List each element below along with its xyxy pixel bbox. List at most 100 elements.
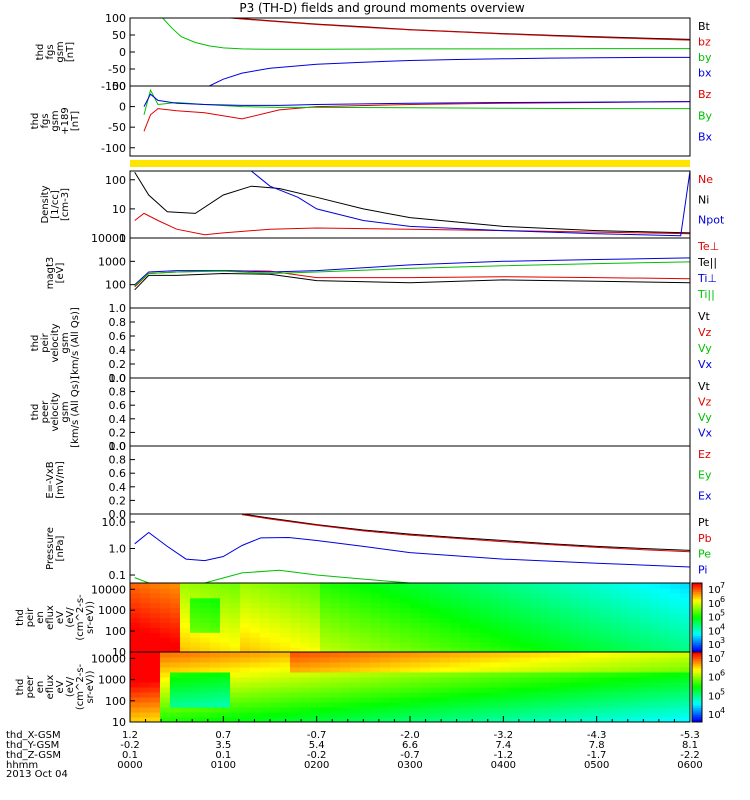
heatmap-cell xyxy=(550,607,561,614)
heatmap-cell xyxy=(460,687,471,693)
heatmap-cell xyxy=(620,587,631,594)
heatmap-cell xyxy=(530,702,541,708)
heatmap-cell xyxy=(590,637,601,643)
heatmap-cell xyxy=(630,583,641,589)
heatmap-cell xyxy=(510,647,521,652)
heatmap-cell xyxy=(480,632,491,638)
series-line-Bt xyxy=(227,18,690,40)
heatmap-cell xyxy=(410,617,421,623)
heatmap-cell xyxy=(160,622,171,628)
heatmap-cell xyxy=(280,637,291,643)
y-label-line: thd xyxy=(30,113,41,130)
heatmap-cell xyxy=(510,602,521,609)
heatmap-cell xyxy=(310,602,321,609)
heatmap-cell xyxy=(340,632,351,638)
heatmap-cell xyxy=(670,627,681,633)
heatmap-cell xyxy=(420,667,431,673)
heatmap-cell xyxy=(360,627,371,633)
heatmap-cell xyxy=(200,672,211,678)
heatmap-cell xyxy=(230,692,241,698)
heatmap-cell xyxy=(570,707,581,713)
heatmap-cell xyxy=(280,592,291,599)
heatmap-cell xyxy=(260,697,271,703)
heatmap-cell xyxy=(300,667,311,673)
legend: Te⊥Te||Ti⊥Ti|| xyxy=(697,240,719,301)
heatmap-cell xyxy=(550,642,561,648)
heatmap-cell xyxy=(520,692,531,698)
heatmap-cell xyxy=(600,677,611,683)
heatmap-cell xyxy=(460,597,471,604)
heatmap-cell xyxy=(380,707,391,713)
heatmap-cell xyxy=(370,672,381,678)
heatmap-cell xyxy=(200,712,211,718)
heatmap-cell xyxy=(510,697,521,703)
colorbar-cell xyxy=(692,712,702,716)
heatmap-cell xyxy=(240,647,251,652)
heatmap-cell xyxy=(510,632,521,638)
y-tick-label: 0.0 xyxy=(109,440,127,453)
heatmap-cell xyxy=(590,612,601,618)
heatmap-cell xyxy=(490,672,501,678)
heatmap-cell xyxy=(260,587,271,594)
heatmap-cell xyxy=(260,627,271,633)
heatmap-cell xyxy=(240,667,251,673)
heatmap-cell xyxy=(260,667,271,673)
heatmap-cell xyxy=(280,612,291,618)
heatmap-cell xyxy=(290,687,301,693)
heatmap-cell xyxy=(480,692,491,698)
heatmap-cell xyxy=(570,657,581,663)
heatmap-cell xyxy=(460,612,471,618)
heatmap-cell xyxy=(170,712,181,718)
heatmap-cell xyxy=(550,682,561,688)
heatmap-cell xyxy=(450,587,461,594)
heatmap-cell xyxy=(650,587,661,594)
heatmap-cell xyxy=(240,652,251,658)
heatmap-cell xyxy=(640,612,651,618)
heatmap-cell xyxy=(150,692,161,698)
heatmap-cell xyxy=(550,687,561,693)
heatmap-cell xyxy=(240,592,251,599)
heatmap-cell xyxy=(500,607,511,614)
y-axis-label: thd peer en eflux eV (eV/(cm^2-s-sr-eV)) xyxy=(15,663,96,710)
heatmap-cell xyxy=(240,632,251,638)
colorbar-cell xyxy=(692,631,702,635)
heatmap-cell xyxy=(340,602,351,609)
heatmap-cell xyxy=(380,657,391,663)
heatmap-cell xyxy=(650,642,661,648)
colorbar-cell xyxy=(692,701,702,704)
heatmap-cell xyxy=(250,677,261,683)
heatmap-cell xyxy=(530,667,541,673)
heatmap-cell xyxy=(630,602,641,609)
heatmap-cell xyxy=(180,612,191,618)
heatmap-cell xyxy=(230,717,241,722)
heatmap-cell xyxy=(240,692,251,698)
legend-item: Vz xyxy=(698,396,712,409)
heatmap-cell xyxy=(220,642,231,648)
heatmap-cell xyxy=(400,687,411,693)
heatmap-cell xyxy=(330,687,341,693)
heatmap-cell xyxy=(580,677,591,683)
heatmap-cell xyxy=(620,717,631,722)
heatmap-cell xyxy=(670,697,681,703)
heatmap-cell xyxy=(150,587,161,594)
colorbar-cell xyxy=(692,689,702,693)
y-tick-label: -50 xyxy=(108,121,126,134)
heatmap-cell xyxy=(240,702,251,708)
heatmap-cell xyxy=(220,692,231,698)
heatmap-cell xyxy=(540,637,551,643)
heatmap-cell xyxy=(260,617,271,623)
heatmap-cell xyxy=(440,617,451,623)
heatmap-cell xyxy=(600,702,611,708)
y-axis-label: Density [1/cc] [cm-3] xyxy=(40,185,71,223)
y-label-line: [nT] xyxy=(65,42,76,62)
heatmap-cell xyxy=(470,672,481,678)
heatmap-cell xyxy=(160,682,171,688)
y-label-line: eflux xyxy=(45,605,56,630)
heatmap-cell xyxy=(490,692,501,698)
heatmap-cell xyxy=(320,682,331,688)
time-axis-value: 0300 xyxy=(397,760,422,771)
heatmap-cell xyxy=(180,702,191,708)
heatmap-cell xyxy=(270,583,281,589)
heatmap-cell xyxy=(390,672,401,678)
heatmap-cell xyxy=(290,587,301,594)
